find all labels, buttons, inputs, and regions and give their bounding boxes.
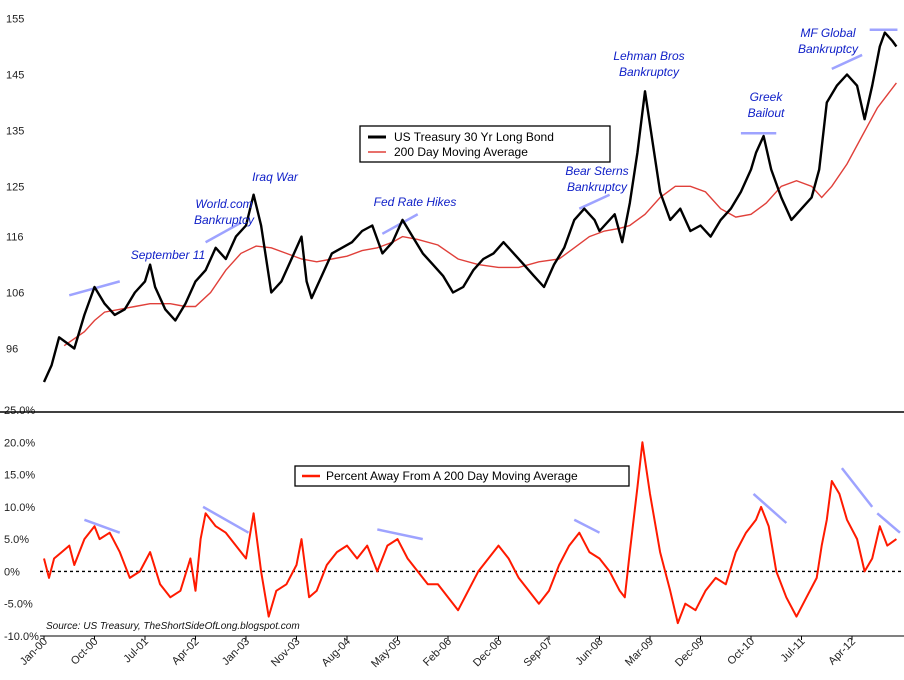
annotation-trendline [831,53,863,71]
annotation-label: Greek Bailout [748,90,785,120]
annotation-label: World.com Bankruptcy [194,197,255,227]
legend-label-pct: Percent Away From A 200 Day Moving Avera… [326,469,578,483]
top-y-tick: 145 [6,70,24,82]
top-y-tick: 125 [6,181,24,193]
bottom-y-tick: 0% [4,566,20,578]
x-tick-label: Mar-09 [623,636,656,669]
source-box-frame [42,618,312,633]
legend-label-bond: US Treasury 30 Yr Long Bond [394,130,554,144]
top-y-tick: 155 [6,14,24,26]
annotation-label: September 11 [131,248,206,262]
annotation-label: Iraq War [252,170,299,184]
x-tick-label: May-05 [369,636,403,670]
top-y-tick: 96 [6,343,18,355]
pct-trendline [876,512,901,534]
bottom-y-tick: 5.0% [4,534,29,546]
x-tick-label: Oct-10 [725,636,757,668]
x-tick-label: Apr-12 [826,636,858,668]
top-legend: US Treasury 30 Yr Long Bond 200 Day Movi… [359,125,611,163]
pct-trendline [202,505,250,534]
annotation-trendline [204,221,242,244]
trendlines [68,28,901,541]
series-layer [42,31,898,625]
x-tick-label: Nov-03 [269,636,303,670]
bottom-y-tick: 15.0% [4,470,35,482]
annotation-label: Fed Rate Hikes [374,195,457,209]
pct-trendline [840,467,874,508]
pct-trendline [752,493,788,524]
x-tick-label: Dec-06 [471,636,505,670]
top-y-tick: 116 [6,232,24,244]
bottom-y-tick: 20.0% [4,437,35,449]
bottom-y-axis: 25.0% 20.0% 15.0% 10.0% 5.0% 0% -5.0% -10.0% [4,405,39,643]
x-tick-label: Aug-04 [320,636,354,670]
pct-trendline [83,518,121,534]
x-tick-label: Jul-01 [121,636,151,666]
pct-trendline [377,528,424,541]
bottom-legend-box [294,465,630,487]
source-box: Source: US Treasury, TheShortSideOfLong.… [42,618,312,633]
bottom-y-tick: 25.0% [4,405,35,417]
bottom-y-tick: 10.0% [4,502,35,514]
bottom-legend: Percent Away From A 200 Day Moving Avera… [294,465,630,487]
x-tick-label: Jan-03 [220,636,252,668]
top-y-tick: 135 [6,125,24,137]
annotation-trendline [578,193,611,210]
top-legend-box [359,125,611,163]
annotation-labels: September 11 World.com Bankruptcy Iraq War F… [131,26,859,262]
x-tick-label: Jul-11 [779,636,808,665]
pct-line [43,441,897,625]
x-tick-label: Jun-08 [573,636,605,668]
bond-price-line [42,31,898,383]
x-tick-label: Oct-00 [69,636,101,668]
annotation-label: Bear Sterns Bankruptcy [565,164,628,194]
x-tick-label: Apr-02 [170,636,202,668]
x-axis-labels: Jan-00 Oct-00 Jul-01 Apr-02 Jan-03 Nov-03 Aug-… [18,636,858,670]
x-tick-label: Dec-09 [673,636,707,670]
annotation-label: MF Global Bankruptcy [798,26,859,56]
x-tick-label: Feb-06 [421,636,454,669]
annotation-label: Lehman Bros Bankruptcy [613,49,684,79]
pct-trendline [573,518,601,534]
bottom-y-tick: -5.0% [4,599,33,611]
top-y-tick: 106 [6,288,24,300]
source-text: Source: US Treasury, TheShortSideOfLong.… [46,621,300,632]
bottom-y-tick: -10.0% [4,631,39,643]
legend-label-ma: 200 Day Moving Average [394,145,528,159]
top-y-axis: 155 145 135 125 116 106 96 [6,14,24,356]
ma-line [63,82,897,347]
x-tick-label: Sep-07 [522,636,556,670]
